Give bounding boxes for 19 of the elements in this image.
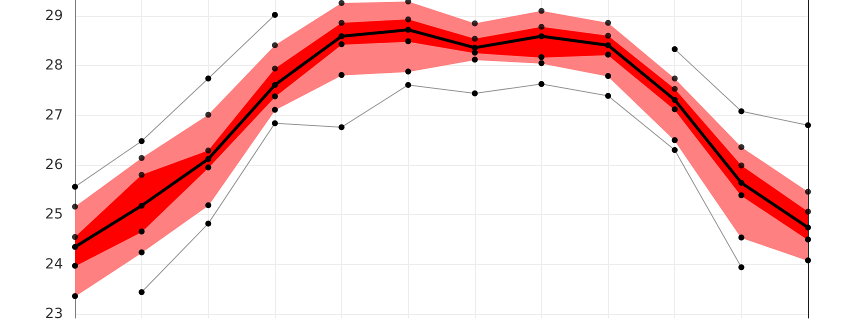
point [272, 82, 278, 88]
y-tick-label: 27 [45, 107, 63, 124]
y-tick-label: 23 [45, 306, 63, 321]
point [205, 156, 212, 162]
point [472, 44, 478, 51]
point [72, 244, 78, 250]
y-tick-label: 28 [45, 58, 63, 74]
y-tick-label: 25 [45, 206, 63, 223]
point [805, 224, 811, 231]
point [672, 96, 678, 103]
point [538, 33, 544, 40]
y-tick-label: 29 [45, 8, 63, 24]
point [338, 33, 345, 40]
point [605, 42, 612, 48]
y-tick-label: 24 [45, 256, 64, 272]
point [738, 180, 744, 186]
point [405, 26, 412, 33]
point [138, 202, 145, 209]
y-tick-label: 26 [45, 156, 64, 173]
